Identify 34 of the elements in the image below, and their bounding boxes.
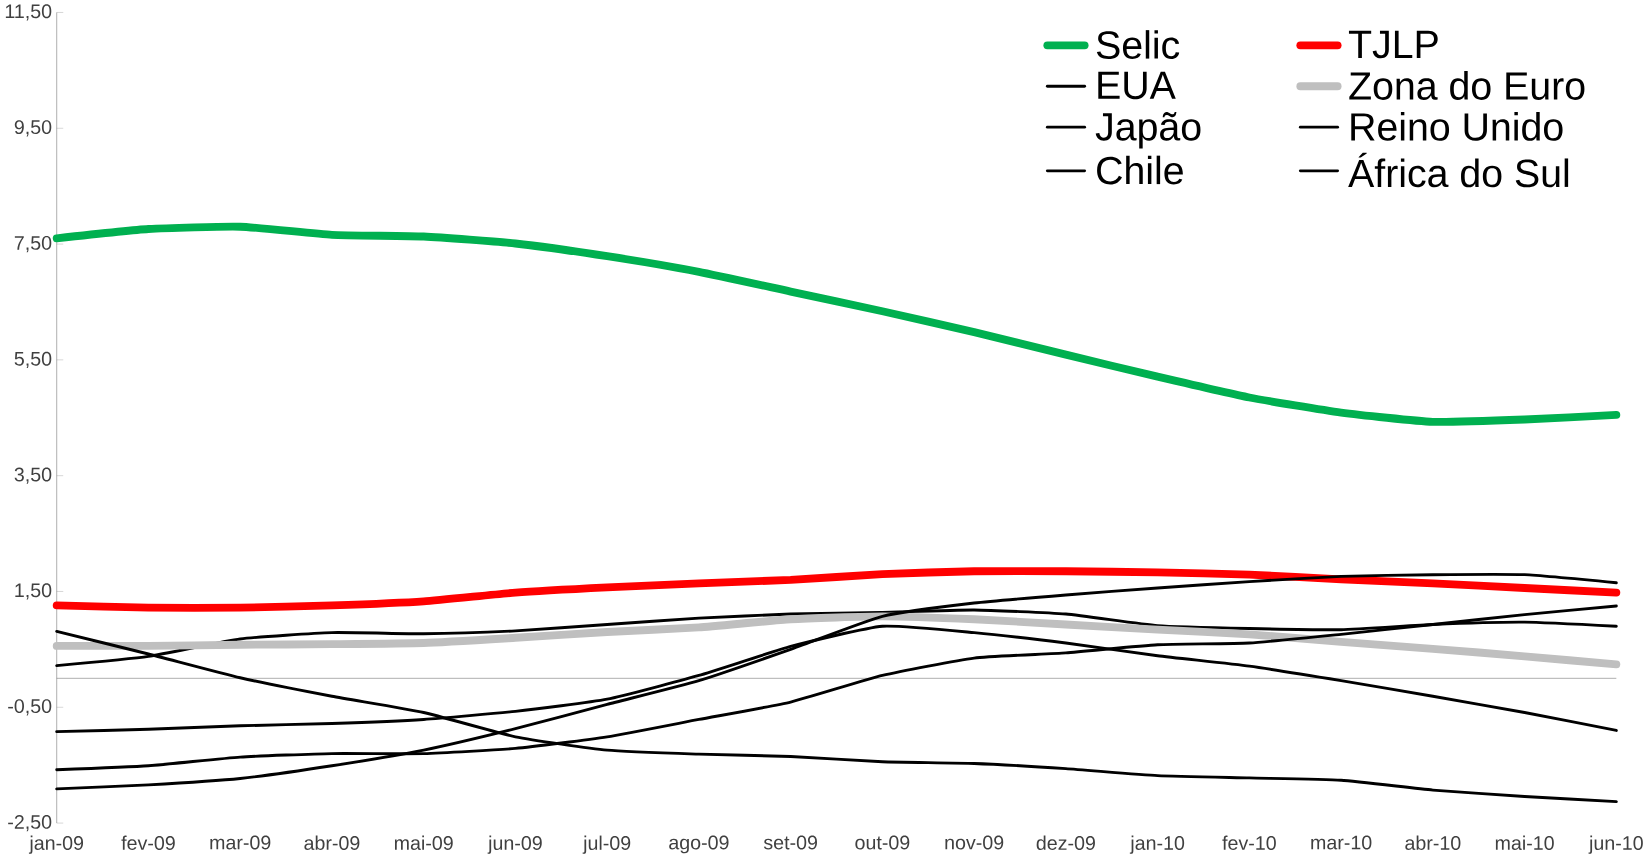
legend-label: Selic (1096, 30, 1180, 59)
y-tick-label: 11,50 (5, 4, 52, 21)
x-tick-label: mai-10 (1495, 835, 1554, 850)
x-tick-label: jun-10 (1588, 835, 1643, 854)
x-tick-label: mar-10 (1311, 835, 1372, 850)
y-tick-label: -2,50 (8, 814, 52, 832)
y-tick-label: 1,50 (15, 583, 52, 600)
x-tick-label: mai-09 (394, 835, 453, 850)
legend-label: Japão (1095, 111, 1201, 149)
y-tick-label: 3,50 (14, 467, 52, 484)
x-tick-label: abr-09 (304, 835, 360, 850)
y-tick-label: -0,50 (8, 699, 52, 716)
x-tick-label: out-09 (855, 835, 910, 850)
x-tick-label: dez-09 (1036, 835, 1095, 850)
y-tick-label: 9,50 (14, 120, 52, 137)
y-tick-label: 5,50 (14, 351, 52, 368)
x-tick-label: abr-10 (1405, 835, 1461, 850)
x-tick-label: jan-09 (28, 835, 84, 854)
x-tick-label: fev-10 (1222, 835, 1276, 850)
x-tick-label: nov-09 (945, 835, 1004, 850)
legend-label: Chile (1097, 155, 1183, 185)
legend-label: EUA (1098, 71, 1176, 100)
x-tick-label: jul-09 (582, 835, 631, 854)
x-tick-label: jan-10 (1129, 835, 1185, 854)
legend-label: Zona do Euro (1349, 70, 1585, 100)
legend-label: Reino Unido (1351, 111, 1563, 141)
x-tick-label: ago-09 (669, 835, 729, 854)
legend-label: TJLP (1348, 30, 1438, 59)
x-tick-label: fev-09 (121, 835, 175, 850)
y-tick-label: 7,50 (14, 235, 52, 253)
x-tick-label: set-09 (763, 835, 817, 850)
x-tick-label: mar-09 (210, 835, 271, 850)
x-tick-label: jun-09 (487, 835, 542, 854)
legend-label: África do Sul (1348, 152, 1569, 188)
